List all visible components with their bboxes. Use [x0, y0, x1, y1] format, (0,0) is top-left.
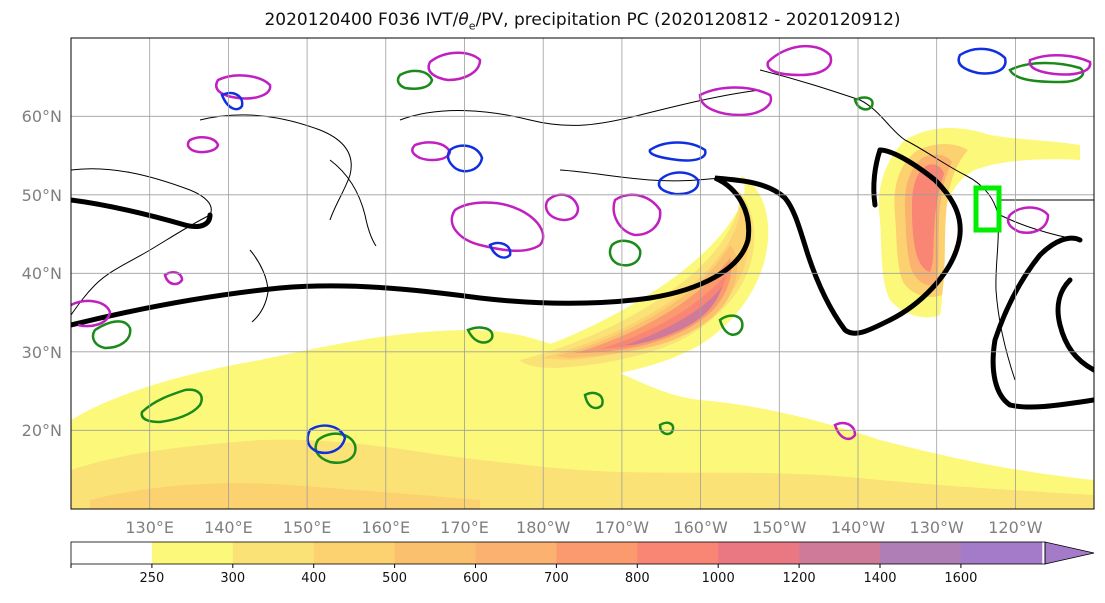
colorbar-label: 1600: [944, 571, 977, 586]
colorbar-swatch: [637, 542, 719, 564]
lat-label-30: 30°N: [22, 343, 62, 362]
lat-label-20: 20°N: [22, 421, 62, 440]
colorbar-label: 500: [382, 571, 407, 586]
colorbar-swatch: [394, 542, 476, 564]
lon-tick-labels: 130°E 140°E 150°E 160°E 170°E 180°W 170°…: [125, 518, 1042, 537]
map-title: 2020120400 F036 IVT/θe/PV, precipitation…: [264, 10, 901, 33]
lat-label-50: 50°N: [22, 186, 62, 205]
lon-label-150w: 150°W: [752, 518, 807, 537]
lon-label-160w: 160°W: [673, 518, 728, 537]
lon-label-130e: 130°E: [125, 518, 174, 537]
lat-label-40: 40°N: [22, 264, 62, 283]
colorbar-swatch: [151, 542, 234, 564]
target-region-box: [973, 185, 1002, 233]
colorbar-swatch: [313, 542, 396, 564]
colorbar-frame: [70, 541, 1046, 565]
colorbar-label: 250: [139, 571, 164, 586]
colorbar-swatch: [71, 542, 153, 564]
colorbar-label: 1000: [702, 571, 735, 586]
colorbar: 250 300 400 500 600 700 800 1000 1200 1400 1600: [70, 541, 1095, 586]
pv-green-contours: [91, 61, 1085, 464]
lat-label-60: 60°N: [22, 107, 62, 126]
pv-magenta-contours: [71, 44, 1092, 441]
lon-label-120w: 120°W: [988, 518, 1043, 537]
lon-label-170e: 170°E: [440, 518, 489, 537]
colorbar-label: 400: [301, 571, 326, 586]
colorbar-label: 1400: [863, 571, 896, 586]
colorbar-swatch: [960, 542, 1043, 564]
colorbar-swatch: [880, 542, 962, 564]
lon-label-130w: 130°W: [910, 518, 965, 537]
colorbar-swatch: [718, 542, 800, 564]
colorbar-label: 1200: [783, 571, 816, 586]
colorbar-swatch: [556, 542, 638, 564]
gridlines: [71, 38, 1094, 509]
lon-label-180w: 180°W: [516, 518, 571, 537]
colorbar-label: 700: [544, 571, 569, 586]
colorbar-label: 600: [463, 571, 488, 586]
lon-label-140e: 140°E: [204, 518, 253, 537]
lon-label-170w: 170°W: [595, 518, 650, 537]
colorbar-extend-arrow: [1044, 541, 1095, 565]
colorbar-label: 300: [220, 571, 245, 586]
lon-label-160e: 160°E: [361, 518, 410, 537]
pv-blue-contours: [220, 47, 1007, 455]
colorbar-label: 800: [625, 571, 650, 586]
lat-tick-labels: 20°N 30°N 40°N 50°N 60°N: [22, 107, 62, 440]
colorbar-swatch: [799, 542, 881, 564]
lon-label-140w: 140°W: [831, 518, 886, 537]
lon-label-150e: 150°E: [283, 518, 332, 537]
map-frame: [70, 37, 1095, 510]
colorbar-swatch: [232, 542, 315, 564]
colorbar-swatch: [475, 542, 557, 564]
